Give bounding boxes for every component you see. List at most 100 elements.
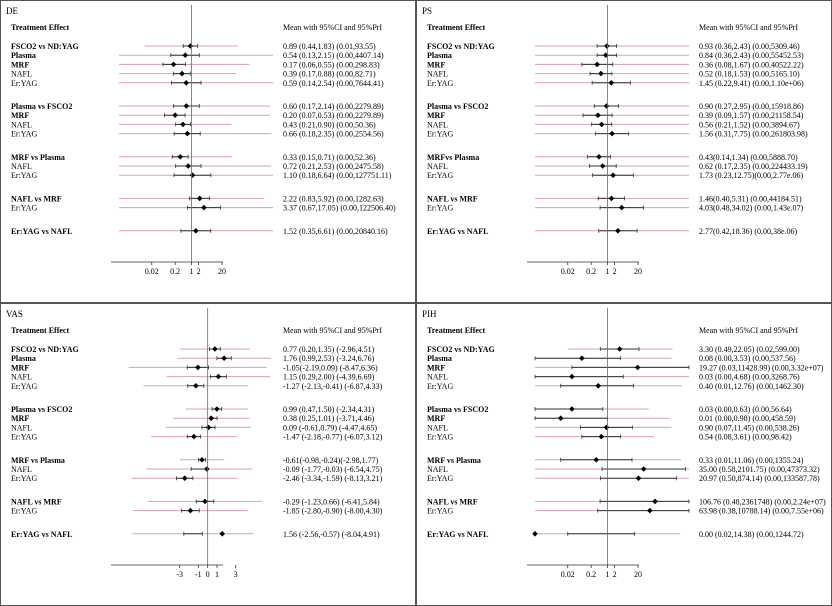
- mean-ci-header: Mean with 95%CI and 95%PrI: [283, 326, 382, 335]
- treatment-label: MRF: [11, 414, 29, 423]
- treatment-label: Er:YAG: [11, 204, 37, 213]
- estimate-value: 0.84 (0.36,2.43) (0.00,55452.53): [699, 51, 804, 60]
- point-estimate: [569, 406, 575, 412]
- treatment-label: MRF: [427, 60, 445, 69]
- panel-title: VAS: [6, 309, 23, 319]
- point-estimate: [193, 383, 199, 389]
- x-tick-label: 0.2: [170, 267, 180, 276]
- estimate-value: 106.76 (0.48,2361748) (0.00,2.24e+07): [699, 497, 826, 506]
- estimate-value: 0.20 (0.07,0.53) (0.00,2279.89): [283, 111, 384, 120]
- x-tick-label: 0.02: [561, 267, 575, 276]
- mean-ci-header: Mean with 95%CI and 95%PrI: [699, 23, 798, 32]
- point-estimate: [184, 130, 191, 137]
- comparison-label: Er:YAG vs NAFL: [427, 227, 488, 236]
- point-estimate: [212, 346, 218, 352]
- treatment-label: NAFL: [11, 70, 32, 79]
- estimate-value: 35.00 (0.58,2101.75) (0.00,47373.32): [699, 465, 820, 474]
- point-estimate: [185, 163, 192, 169]
- forest-svg-ps: PS Treatment Effect Mean with 95%CI and 95…: [422, 5, 808, 276]
- treatment-label: NAFL: [427, 162, 448, 171]
- point-estimate: [647, 507, 653, 514]
- forest-panel-vas: VAS Treatment Effect Mean with 95%CI and 9…: [0, 303, 416, 606]
- comparison-label: MRF vs Plasma: [11, 456, 65, 465]
- comparison-label: FSCO2 vs ND:YAG: [427, 345, 495, 354]
- estimate-value: 0.36 (0.08,1.67) (0.00,40522.22): [699, 60, 804, 69]
- comparison-label: Plasma vs FSCO2: [11, 102, 72, 111]
- estimate-value: 0.03 (0.00,4.68) (0.00,3268.76): [699, 373, 800, 382]
- treatment-label: NAFL: [427, 70, 448, 79]
- treatment-label: Er:YAG: [427, 79, 453, 88]
- forest-svg-de: DE Treatment Effect Mean with 95%CI and 95…: [6, 5, 396, 276]
- comparison-label: Plasma vs FSCO2: [427, 102, 488, 111]
- estimate-value: 0.03 (0.00,0.63) (0.00,56.64): [699, 405, 792, 414]
- estimate-value: 63.98 (0.38,10788.14) (0.00,7.55e+06): [699, 507, 824, 516]
- point-estimate: [195, 364, 201, 371]
- estimate-value: -1.47 (-2.18,-0.77) (-6.07,3.12): [283, 433, 383, 442]
- panel-title: PS: [422, 6, 432, 16]
- treatment-label: Er:YAG: [427, 130, 453, 139]
- point-estimate: [196, 195, 203, 202]
- estimate-value: 0.54 (0.13,2.15) (0.00,4407.14): [283, 51, 384, 60]
- point-estimate: [183, 103, 190, 109]
- treatment-effect-header: Treatment Effect: [11, 326, 69, 335]
- estimate-value: 0.59 (0.14,2.54) (0.00,7644.41): [283, 79, 384, 88]
- treatment-label: NAFL: [427, 373, 448, 382]
- treatment-label: MRF: [11, 111, 29, 120]
- estimate-value: 0.40 (0.01,12.76) (0.00,1462.30): [699, 382, 804, 391]
- estimate-value: 0.00 (0.02,14.38) (0.00,1244.72): [699, 530, 804, 539]
- treatment-label: NAFL: [11, 162, 32, 171]
- point-estimate: [214, 406, 220, 412]
- estimate-value: -0.09 (-1.77,-0.03) (-6.54,4.75): [283, 465, 383, 474]
- comparison-label: FSCO2 vs ND:YAG: [427, 42, 495, 51]
- point-estimate: [221, 355, 227, 361]
- estimate-value: 19.27 (0.03,11428.99) (0.00,3.32e+07): [699, 363, 824, 372]
- comparison-label: Plasma vs FSCO2: [11, 405, 72, 414]
- mean-ci-header: Mean with 95%CI and 95%PrI: [699, 326, 798, 335]
- estimate-value: 0.99 (0.47,1.50) (-2.34,4.31): [283, 405, 375, 414]
- treatment-label: NAFL: [427, 120, 448, 129]
- estimate-value: 1.73 (0.23,12.75)(0.00,2.77e.06): [699, 171, 804, 180]
- comparison-label: Er:YAG vs NAFL: [427, 530, 488, 539]
- point-estimate: [634, 364, 641, 371]
- x-tick-label: 0.2: [586, 267, 596, 276]
- estimate-value: -0.61(-0.98,-0.24)(-2.98,1.77): [283, 456, 379, 465]
- estimate-value: 0.54 (0.08,3.61) (0.00,98.42): [699, 433, 792, 442]
- comparison-label: MRFvs Plasma: [427, 153, 479, 162]
- point-estimate: [201, 204, 207, 211]
- point-estimate: [609, 130, 615, 137]
- treatment-label: Er:YAG: [427, 507, 453, 516]
- point-estimate: [205, 424, 212, 431]
- comparison-label: NAFL vs MRF: [427, 497, 478, 506]
- mean-ci-header: Mean with 95%CI and 95%PrI: [283, 23, 382, 32]
- treatment-label: Er:YAG: [11, 171, 37, 180]
- estimate-value: 2.77(0.42,18.36) (0.00,38e.06): [699, 227, 798, 236]
- treatment-label: Er:YAG: [11, 130, 37, 139]
- estimate-value: -1.85 (-2.80,-0.90) (-8.00,4.30): [283, 507, 383, 516]
- treatment-label: Er:YAG: [427, 433, 453, 442]
- treatment-label: Er:YAG: [427, 474, 453, 483]
- x-tick-label: 0: [206, 570, 210, 579]
- x-tick-label: 0.02: [145, 267, 159, 276]
- estimate-value: 0.66 (0.18,2.35) (0.00,2554.56): [283, 130, 384, 139]
- treatment-effect-header: Treatment Effect: [427, 23, 485, 32]
- treatment-label: MRF: [11, 60, 29, 69]
- point-estimate: [199, 457, 205, 463]
- x-tick-label: 20: [634, 570, 642, 579]
- estimate-value: 0.72 (0.21,2.53) (0.00,2475.58): [283, 162, 384, 171]
- point-estimate: [181, 475, 188, 481]
- estimate-value: 0.56 (0.21,1.52) (0.00,3894.67): [699, 120, 800, 129]
- estimate-value: -2.46 (-3.34,-1.59) (-8.13,3.21): [283, 474, 383, 483]
- x-tick-label: 3: [234, 570, 238, 579]
- comparison-label: FSCO2 vs ND:YAG: [11, 42, 79, 51]
- estimate-value: 0.77 (0.20,1.35) (-2.96,4.51): [283, 345, 375, 354]
- point-estimate: [202, 498, 208, 505]
- estimate-value: 4.03(0.48,34.02) (0.00,1.43e.07): [699, 204, 804, 213]
- treatment-label: MRF: [11, 363, 29, 372]
- point-estimate: [595, 383, 602, 389]
- treatment-label: Plasma: [11, 354, 36, 363]
- point-estimate: [608, 80, 615, 86]
- point-estimate: [598, 70, 604, 77]
- point-estimate: [179, 70, 185, 77]
- comparison-label: Plasma vs FSCO2: [427, 405, 488, 414]
